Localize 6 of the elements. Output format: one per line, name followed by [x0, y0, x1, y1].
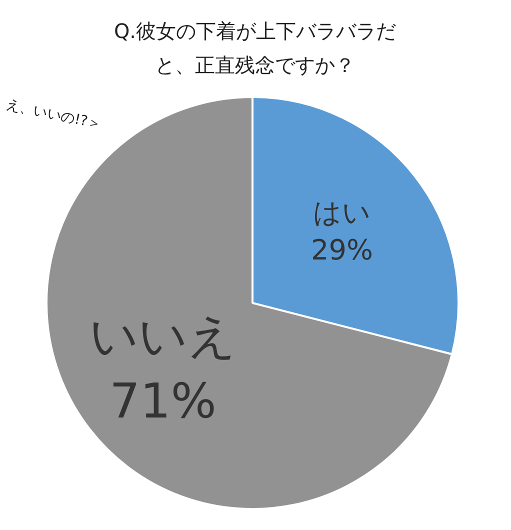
slice-label: いいえ — [89, 308, 236, 364]
text: え、いいの!?＞ — [4, 96, 103, 134]
slice-label: はい — [313, 196, 372, 229]
data-label: 71% — [110, 373, 216, 430]
chart-title: Q.彼女の下着が上下バラバラだと、正直残念ですか？ — [112, 18, 398, 79]
data-label: 29% — [311, 234, 374, 267]
